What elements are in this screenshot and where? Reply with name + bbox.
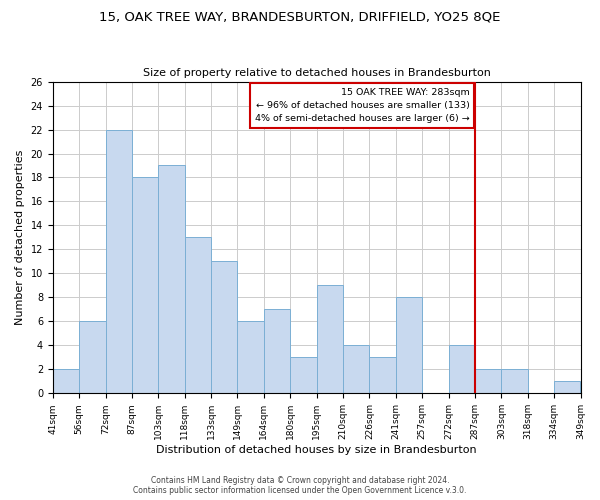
Y-axis label: Number of detached properties: Number of detached properties: [15, 150, 25, 325]
Title: Size of property relative to detached houses in Brandesburton: Size of property relative to detached ho…: [143, 68, 491, 78]
Text: 15, OAK TREE WAY, BRANDESBURTON, DRIFFIELD, YO25 8QE: 15, OAK TREE WAY, BRANDESBURTON, DRIFFIE…: [100, 10, 500, 23]
Bar: [290, 358, 317, 394]
Bar: [185, 238, 211, 394]
Bar: [502, 370, 528, 394]
X-axis label: Distribution of detached houses by size in Brandesburton: Distribution of detached houses by size …: [157, 445, 477, 455]
Bar: [396, 298, 422, 394]
Bar: [238, 322, 264, 394]
Bar: [449, 346, 475, 394]
Text: Contains HM Land Registry data © Crown copyright and database right 2024.
Contai: Contains HM Land Registry data © Crown c…: [133, 476, 467, 495]
Bar: [370, 358, 396, 394]
Text: 15 OAK TREE WAY: 283sqm
← 96% of detached houses are smaller (133)
4% of semi-de: 15 OAK TREE WAY: 283sqm ← 96% of detache…: [255, 88, 470, 123]
Bar: [53, 370, 79, 394]
Bar: [264, 310, 290, 394]
Bar: [343, 346, 370, 394]
Bar: [158, 166, 185, 394]
Bar: [554, 382, 580, 394]
Bar: [79, 322, 106, 394]
Bar: [106, 130, 132, 394]
Bar: [475, 370, 502, 394]
Bar: [317, 286, 343, 394]
Bar: [211, 262, 238, 394]
Bar: [132, 178, 158, 394]
